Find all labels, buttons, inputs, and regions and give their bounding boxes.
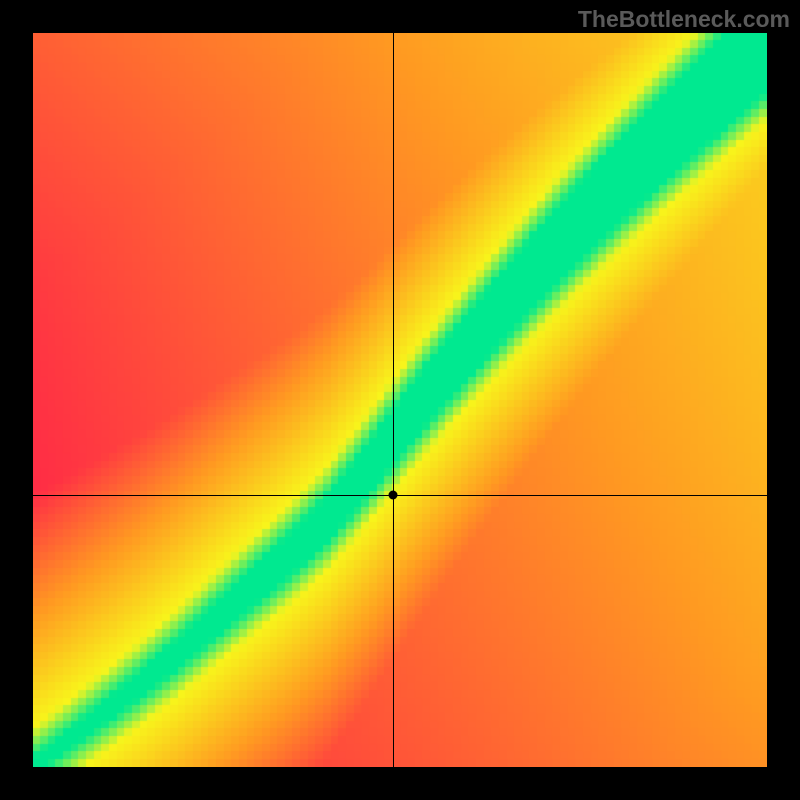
crosshair-vertical [393, 33, 394, 767]
heatmap-canvas [33, 33, 767, 767]
chart-frame: TheBottleneck.com [0, 0, 800, 800]
plot-area [33, 33, 767, 767]
crosshair-point [388, 491, 397, 500]
watermark-text: TheBottleneck.com [578, 6, 790, 33]
crosshair-horizontal [33, 495, 767, 496]
